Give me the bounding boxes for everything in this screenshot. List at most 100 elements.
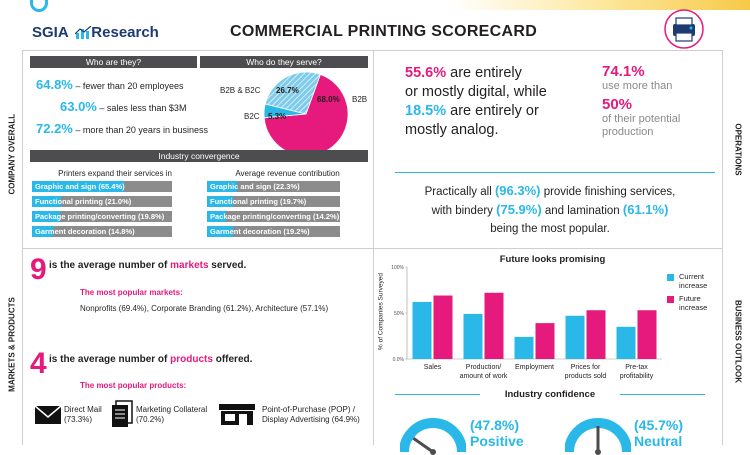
markets-text-2: served. <box>211 260 247 271</box>
side-label-company: COMPANY OVERALL <box>7 113 17 195</box>
logo-bars-icon <box>75 26 92 39</box>
finishing-statement: Practically all (96.3%) provide finishin… <box>380 182 720 238</box>
markets-word: markets <box>170 260 209 271</box>
chart-bar-future <box>586 310 606 359</box>
who-are-they-header: Who are they? <box>30 56 197 68</box>
center-divider <box>373 50 374 445</box>
operations-separator <box>395 172 715 173</box>
decorative-ring <box>30 0 48 12</box>
industry-convergence-header: Industry convergence <box>30 150 368 162</box>
expand-bar-label: Functional printing (21.0%) <box>35 197 132 206</box>
expand-bar-label: Garment decoration (14.8%) <box>35 227 135 236</box>
stat-years-value: 72.2% <box>36 121 73 136</box>
product-pop-display-value: Display Advertising (64.9%) <box>262 415 360 424</box>
product-pop-display: Point-of-Purchase (POP) / Display Advert… <box>262 405 360 425</box>
expand-bar: Package printing/converting (19.8%) <box>32 211 172 222</box>
revenue-bar: Functional printing (19.7%) <box>207 196 340 207</box>
stat-sales-text: – sales less than $3M <box>99 103 187 113</box>
chart-bar-future <box>484 292 504 359</box>
side-label-operations: OPERATIONS <box>733 123 743 176</box>
chart-bar-current <box>463 313 483 359</box>
stat-years: 72.2% – more than 20 years in business <box>36 121 208 136</box>
expand-bar-fill <box>32 226 53 237</box>
chart-category-label: Pre-tax profitability <box>619 364 654 380</box>
digital-value: 55.6% <box>405 65 447 81</box>
audience-pie-chart <box>263 71 349 157</box>
who-do-they-serve-header: Who do they serve? <box>200 56 368 68</box>
expand-services-header: Printers expand their services in <box>58 169 172 178</box>
revenue-bar-fill <box>207 196 234 207</box>
pie-label-b2b: B2B <box>352 95 368 104</box>
product-direct-mail-value: (73.3%) <box>64 415 93 424</box>
legend-label: Current increase <box>679 272 708 290</box>
products-word: products <box>170 354 213 365</box>
pie-value-b2b: 68.0% <box>317 95 340 104</box>
potential-value: 50% <box>602 96 633 113</box>
legend-label: Future increase <box>679 294 708 312</box>
product-direct-mail-name: Direct Mail <box>64 405 102 414</box>
stat-employees-text: – fewer than 20 employees <box>75 81 184 91</box>
product-pop-display-name: Point-of-Purchase (POP) / <box>262 405 355 414</box>
neutral-gauge-icon <box>565 418 631 455</box>
chart-bar-future <box>535 323 555 359</box>
use-text: use more than <box>602 80 673 92</box>
stat-sales: 63.0% – sales less than $3M <box>60 99 186 114</box>
chart-bar-future <box>637 310 657 359</box>
middle-divider <box>22 248 722 249</box>
chart-y-tick: 100% <box>391 265 404 271</box>
chart-category-label: Employment <box>515 364 554 371</box>
side-label-business: BUSINESS OUTLOOK <box>733 299 743 384</box>
pie-slice-b2b <box>263 74 349 157</box>
digital-text-1: are entirely <box>450 65 522 81</box>
brochure-icon <box>112 400 133 427</box>
pie-value-b2b-b2c: 26.7% <box>276 86 299 95</box>
chart-y-tick: 0.0% <box>393 357 405 363</box>
finish-text-3: being the most popular. <box>490 223 610 235</box>
legend-swatch <box>667 274 674 281</box>
chart-bar-current <box>514 336 534 359</box>
products-number: 4 <box>30 347 47 380</box>
chart-bar-current <box>412 301 432 359</box>
chart-category-label: Sales <box>423 364 442 371</box>
page-title: COMMERCIAL PRINTING SCORECARD <box>230 23 538 40</box>
confidence-header: Industry confidence <box>504 389 596 400</box>
finish-text-1: Practically all <box>424 186 492 198</box>
gauge-positive-label: Positive <box>470 433 524 449</box>
analog-text-1: are entirely or <box>450 103 539 119</box>
digital-analog-statement: 55.6% are entirely or mostly digital, wh… <box>405 64 605 140</box>
capacity-statement: 74.1% use more than 50% of their potenti… <box>602 63 712 139</box>
potential-text-1: of their potential <box>602 113 681 125</box>
revenue-bar-label: Graphic and sign (22.3%) <box>210 182 300 191</box>
products-text-1: is the average number of <box>49 354 168 365</box>
chart-y-tick: 50% <box>394 311 405 317</box>
chart-category-label: Prices for products sold <box>564 364 607 380</box>
revenue-contribution-header: Average revenue contribution <box>235 169 340 178</box>
bindery-text: with bindery <box>431 205 493 217</box>
gauge-neutral-label: Neutral <box>634 433 683 449</box>
pie-label-b2b-b2c: B2B & B2C <box>220 86 261 95</box>
stat-employees-value: 64.8% <box>36 77 73 92</box>
bindery-value: (75.9%) <box>496 202 542 217</box>
chart-title: Future looks promising <box>499 254 606 265</box>
expand-bar-fill <box>32 196 62 207</box>
confidence-line-left <box>395 394 480 395</box>
lamination-text: and lamination <box>544 205 620 217</box>
product-marketing-collateral: Marketing Collateral (70.2%) <box>136 405 207 425</box>
popular-products-header: The most popular products: <box>80 381 187 390</box>
expand-bar-fill <box>32 181 124 192</box>
use-value: 74.1% <box>602 63 645 80</box>
analog-text-2: mostly analog. <box>405 122 499 138</box>
revenue-bar: Graphic and sign (22.3%) <box>207 181 340 192</box>
stat-employees: 64.8% – fewer than 20 employees <box>36 77 183 92</box>
products-statement: is the average number of products offere… <box>49 354 252 365</box>
top-divider <box>22 50 722 51</box>
products-text-2: offered. <box>215 354 253 365</box>
revenue-bar: Garment decoration (19.2%) <box>207 226 340 237</box>
product-marketing-collateral-name: Marketing Collateral <box>136 405 208 414</box>
potential-text-2: production <box>602 126 654 138</box>
stat-sales-value: 63.0% <box>60 99 97 114</box>
revenue-bar-label: Garment decoration (19.2%) <box>210 227 310 236</box>
product-marketing-collateral-value: (70.2%) <box>136 415 165 424</box>
expand-bar: Functional printing (21.0%) <box>32 196 172 207</box>
gauge-neutral-value: (45.7%) <box>634 417 684 433</box>
